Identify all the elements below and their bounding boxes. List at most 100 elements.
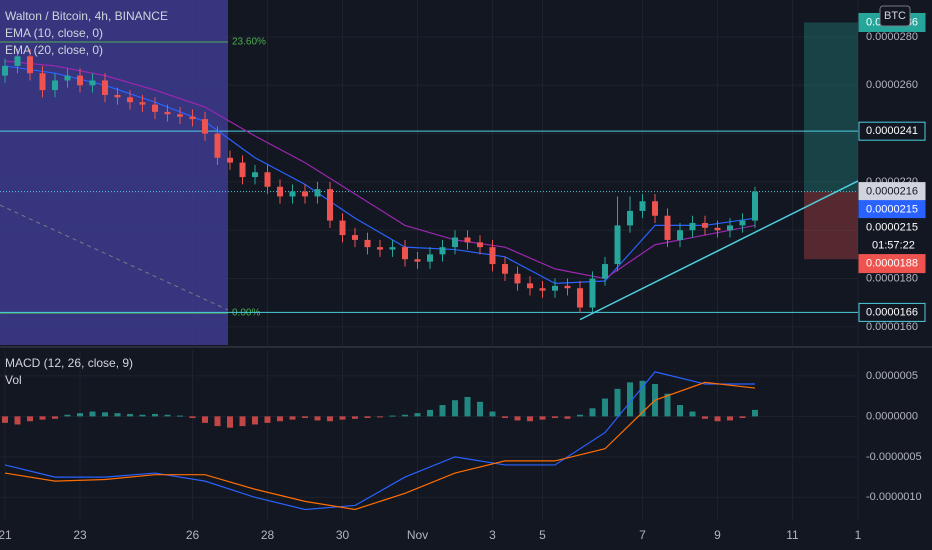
candle-body bbox=[2, 65, 8, 76]
histogram-bar bbox=[327, 416, 333, 422]
axis: 21 23 26 28 30 Nov 3 5 7 9 11 10.00001600.00001800.… bbox=[0, 12, 926, 542]
candle-body bbox=[352, 235, 358, 240]
candle-body bbox=[64, 75, 71, 81]
histogram-bar bbox=[77, 413, 83, 417]
candle-body bbox=[139, 102, 146, 105]
candle-body bbox=[114, 94, 121, 98]
y-tick-label: 0.0000005 bbox=[866, 370, 918, 382]
histogram-bar bbox=[427, 409, 433, 417]
histogram-bar bbox=[152, 413, 158, 417]
candle-body bbox=[27, 56, 33, 74]
candle-body bbox=[102, 80, 108, 95]
x-tick-label: 30 bbox=[336, 528, 350, 542]
candle-body bbox=[264, 172, 271, 187]
histogram-bar bbox=[352, 416, 358, 419]
x-tick-label: 5 bbox=[539, 528, 546, 542]
histogram-bar bbox=[314, 416, 321, 421]
candle-body bbox=[702, 222, 708, 228]
histogram-bar bbox=[164, 414, 171, 417]
candle-body bbox=[14, 56, 21, 66]
candle-body bbox=[77, 75, 83, 86]
y-tick-label: 0.0000260 bbox=[866, 79, 918, 91]
x-tick-label: 9 bbox=[714, 528, 721, 542]
histogram-bar bbox=[614, 388, 621, 417]
y-tick-label: 0.0000160 bbox=[866, 321, 918, 333]
histogram-bar bbox=[677, 405, 683, 417]
fib-label: 0.00% bbox=[232, 308, 260, 319]
indicator-line bbox=[4, 60, 756, 280]
histogram-bar bbox=[127, 413, 133, 417]
candle-body bbox=[327, 189, 333, 221]
price-badge-label: 0.0000188 bbox=[866, 257, 918, 269]
histogram-bar bbox=[752, 409, 758, 417]
price-badge bbox=[858, 121, 926, 141]
candle-body bbox=[552, 285, 558, 291]
indicator-title: MACD (12, 26, close, 9) bbox=[5, 356, 133, 370]
histogram-bar bbox=[702, 416, 708, 419]
candle-body bbox=[214, 133, 221, 158]
candle-body bbox=[614, 225, 621, 265]
candle-body bbox=[752, 191, 758, 221]
histogram-bar bbox=[552, 416, 558, 418]
histogram-bar bbox=[339, 416, 346, 420]
candle-body bbox=[639, 201, 646, 211]
candle-body bbox=[652, 201, 658, 216]
candle-body bbox=[127, 97, 133, 103]
candle-body bbox=[339, 220, 346, 236]
histogram-bar bbox=[139, 414, 146, 417]
histogram-bar bbox=[389, 415, 396, 417]
countdown: 01:57:22 bbox=[872, 239, 915, 251]
candle-body bbox=[252, 172, 258, 178]
price-badge-label: 0.0000241 bbox=[866, 125, 918, 137]
candle-body bbox=[39, 73, 46, 91]
histogram-bar bbox=[502, 416, 508, 418]
candle-body bbox=[627, 210, 633, 226]
candle-body bbox=[289, 191, 296, 197]
price-badge-label: 0.0000215 bbox=[866, 221, 918, 233]
legend-entry: EMA (20, close, 0) bbox=[5, 43, 103, 57]
histogram-bar bbox=[477, 401, 483, 417]
price-badge bbox=[858, 254, 926, 274]
x-tick-label: 28 bbox=[261, 528, 275, 542]
y-tick-label: -0.0000010 bbox=[866, 491, 922, 503]
currency-button[interactable]: BTC bbox=[879, 5, 911, 27]
candle-body bbox=[514, 273, 521, 284]
histogram-bar bbox=[577, 414, 583, 417]
histogram-bar bbox=[464, 396, 471, 417]
histogram-bar bbox=[102, 412, 108, 417]
candle-body bbox=[302, 191, 308, 197]
histogram-bar bbox=[627, 382, 633, 417]
button-frame[interactable] bbox=[879, 5, 911, 27]
candle-body bbox=[677, 230, 683, 240]
fib-label: 23.60% bbox=[232, 37, 266, 48]
histogram-bar bbox=[2, 416, 8, 423]
histogram-bar bbox=[239, 416, 246, 427]
candle-body bbox=[439, 247, 446, 255]
histogram-bar bbox=[202, 416, 208, 423]
candle-body bbox=[227, 157, 233, 163]
button-label[interactable]: BTC bbox=[884, 10, 906, 22]
histogram-bar bbox=[414, 413, 421, 417]
candle-body bbox=[714, 227, 721, 231]
histogram-bar bbox=[727, 416, 733, 421]
candle-body bbox=[589, 278, 596, 308]
candle-body bbox=[414, 259, 421, 262]
price-badge-label: 0.0000215 bbox=[866, 203, 918, 215]
histogram-bar bbox=[527, 416, 533, 422]
y-tick-label: 0.0000000 bbox=[866, 410, 918, 422]
candle-body bbox=[477, 242, 483, 248]
histogram-bar bbox=[14, 416, 21, 425]
price-badge bbox=[858, 302, 926, 322]
candle-body bbox=[727, 225, 733, 231]
y-tick-label: 0.0000180 bbox=[866, 272, 918, 284]
y-tick-label: -0.0000005 bbox=[866, 451, 922, 463]
histogram-bar bbox=[227, 416, 233, 428]
candle-body bbox=[239, 162, 246, 178]
candle-body bbox=[89, 80, 96, 86]
histogram-bar bbox=[664, 393, 671, 417]
candle-body bbox=[402, 247, 408, 260]
x-tick-label: 23 bbox=[73, 528, 87, 542]
x-tick-label: 1 bbox=[855, 528, 862, 542]
chart-title: Walton / Bitcoin, 4h, BINANCE bbox=[5, 9, 168, 23]
